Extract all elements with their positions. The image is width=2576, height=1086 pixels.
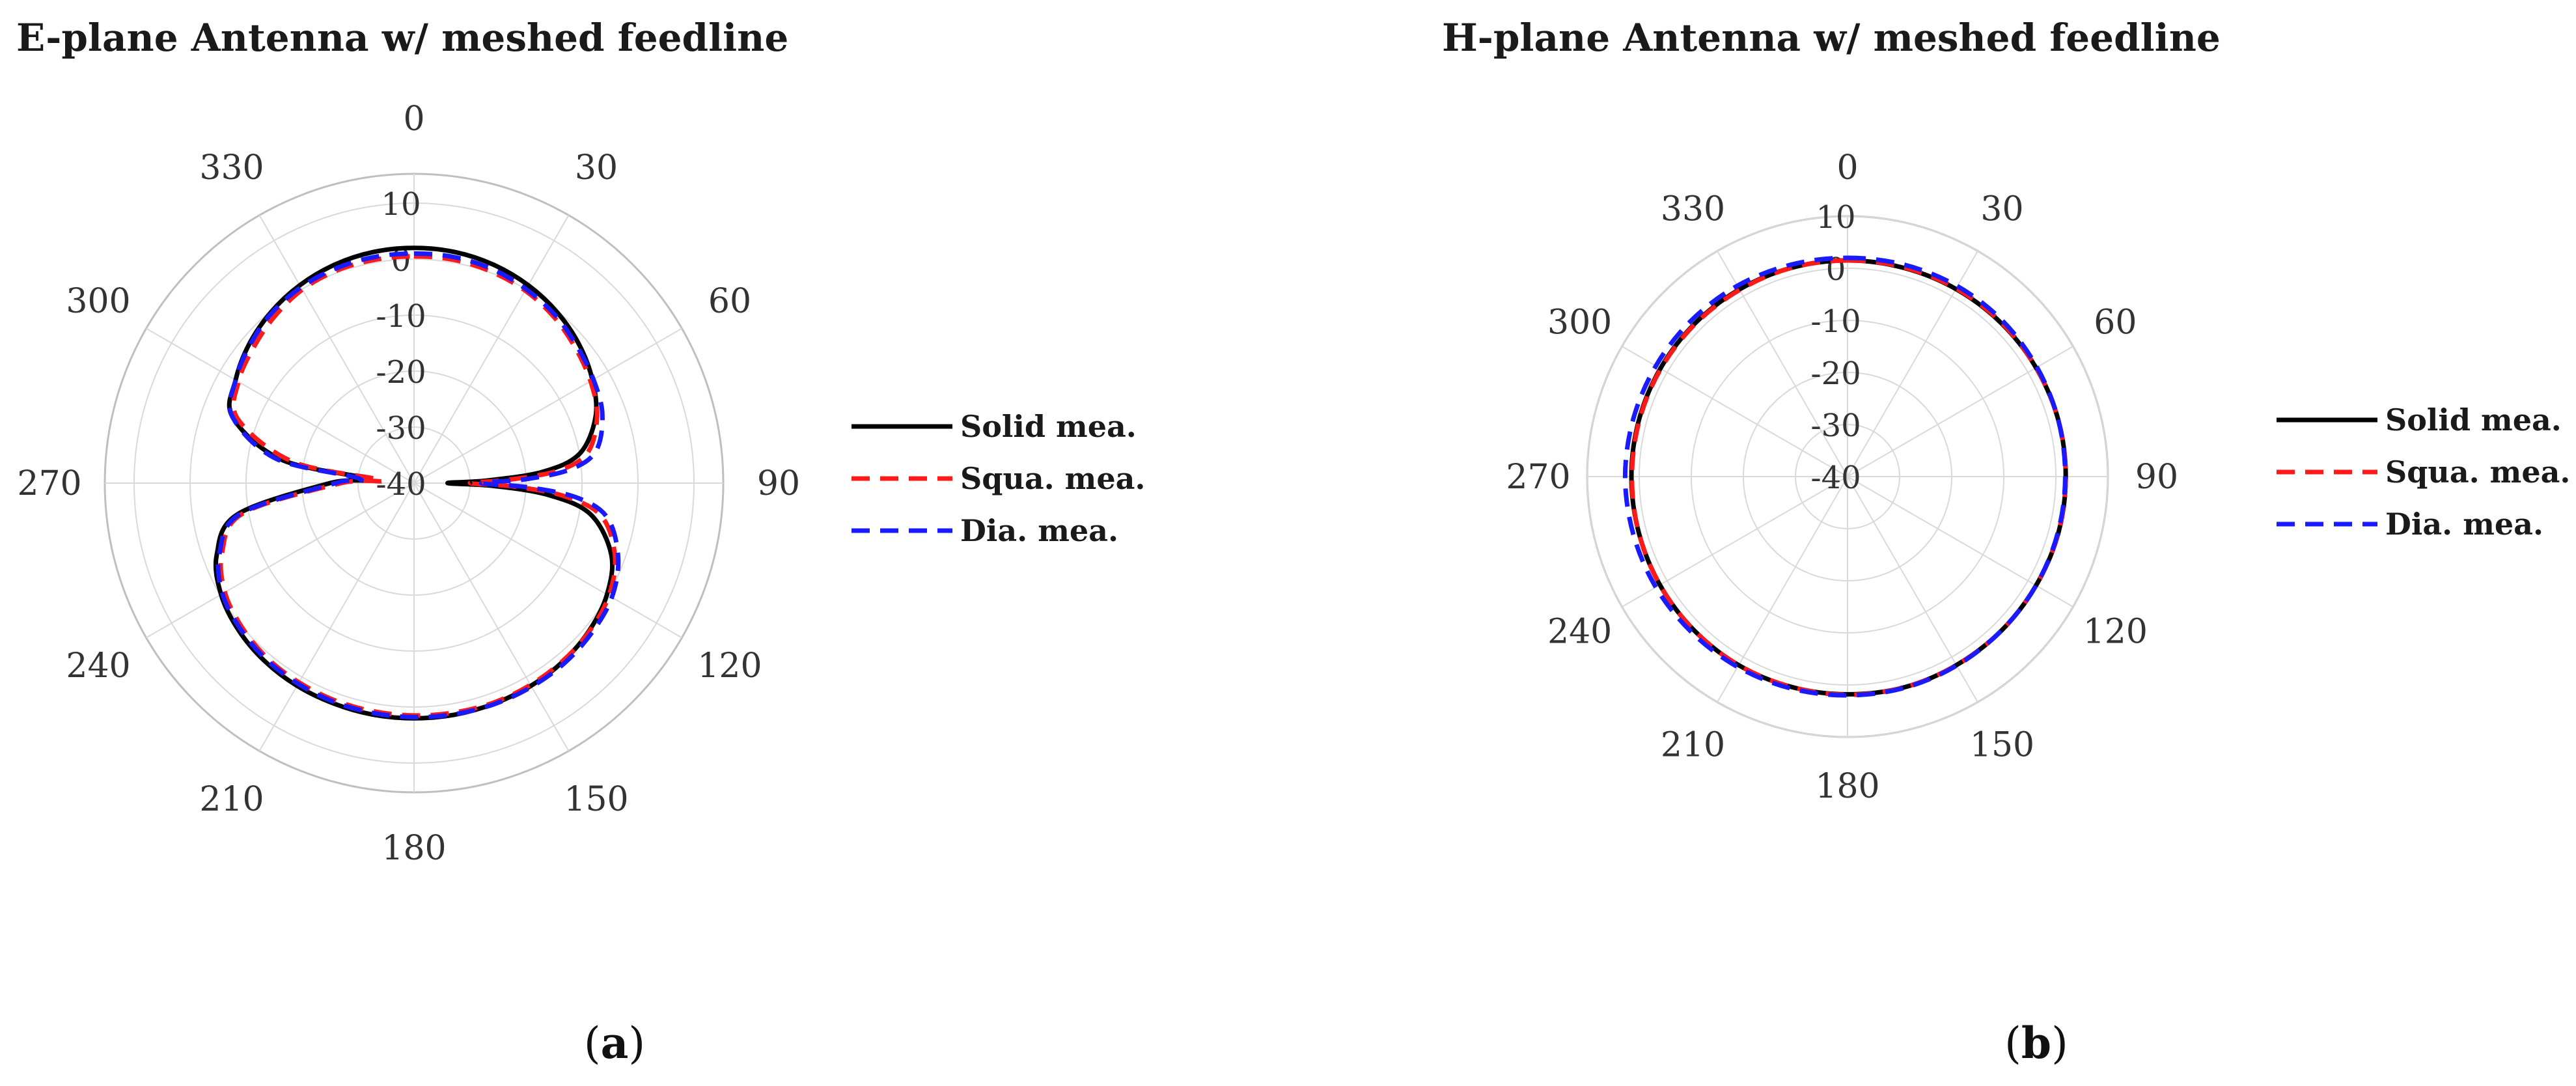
grid-spoke	[413, 215, 570, 484]
angle-tick-label: 150	[564, 780, 628, 819]
angle-tick-label: 0	[403, 100, 424, 139]
angle-tick-label: 300	[1547, 303, 1612, 342]
angle-tick-label: 120	[697, 647, 762, 686]
angle-tick-label: 300	[66, 282, 130, 321]
angle-tick-label: 30	[575, 148, 618, 188]
radial-tick-label: 10	[1816, 199, 1855, 236]
radial-tick-label: -30	[376, 410, 426, 447]
angle-tick-label: 180	[381, 829, 446, 868]
grid-spoke	[1717, 476, 1848, 703]
angle-tick-label: 90	[757, 464, 800, 503]
grid-spoke	[146, 482, 415, 639]
panel-caption-letter: a	[601, 1018, 629, 1068]
angle-tick-label: 0	[1836, 148, 1858, 188]
radial-tick-label: -40	[1810, 460, 1861, 496]
legend-label: Squa. mea.	[960, 461, 1145, 496]
series-line	[215, 251, 621, 720]
series-line	[1622, 255, 2068, 698]
legend-label: Solid mea.	[960, 409, 1137, 444]
panel-a: E-plane Antenna w/ meshed feedline 0 30 60…	[16, 16, 1145, 1068]
angle-tick-label: 60	[2094, 303, 2137, 342]
grid-spoke	[1847, 476, 1978, 703]
radial-tick-label: -10	[1810, 303, 1861, 340]
grid-spoke	[1847, 476, 2073, 607]
angle-tick-label: 120	[2083, 613, 2148, 652]
polar-plot: 0306090120150180210240270300330100-10-20…	[17, 100, 800, 868]
angle-tick-label: 210	[199, 780, 264, 819]
radial-tick-label: -20	[1810, 355, 1861, 392]
grid-spoke	[1622, 476, 1848, 607]
legend: Solid mea. Squa. mea. Dia. mea.	[852, 409, 1145, 548]
angle-tick-label: 240	[1547, 613, 1612, 652]
angle-tick-label: 180	[1815, 767, 1879, 806]
angle-tick-label: 330	[1661, 190, 1725, 229]
legend: Solid mea. Squa. mea. Dia. mea.	[2277, 402, 2570, 542]
angle-tick-label: 150	[1970, 725, 2034, 764]
panel-b: H-plane Antenna w/ meshed feedline 0 30 60…	[1442, 16, 2570, 1068]
grid-spoke	[413, 327, 682, 484]
radial-tick-label: -40	[376, 466, 426, 503]
chart-title: E-plane Antenna w/ meshed feedline	[16, 16, 788, 60]
angle-tick-label: 270	[17, 464, 81, 503]
radial-tick-label: -20	[376, 354, 426, 391]
grid-spoke	[146, 327, 415, 484]
legend-label: Squa. mea.	[2385, 454, 2570, 490]
angle-tick-label: 90	[2135, 458, 2178, 497]
grid-spoke	[258, 215, 415, 484]
grid-spoke	[413, 482, 682, 639]
panel-caption: (b)	[2004, 1018, 2068, 1068]
angle-tick-label: 60	[708, 282, 751, 321]
angle-tick-label: 240	[66, 647, 130, 686]
angle-tick-label: 330	[199, 148, 264, 188]
radial-tick-label: -10	[376, 298, 426, 335]
angle-tick-label: 210	[1661, 725, 1725, 764]
legend-label: Dia. mea.	[2385, 507, 2543, 542]
panel-caption: (a)	[584, 1018, 645, 1068]
radial-tick-label: 10	[381, 186, 421, 223]
grid-spoke	[413, 482, 570, 751]
grid-spoke	[1847, 346, 2073, 477]
angle-tick-label: 270	[1506, 458, 1570, 497]
legend-label: Dia. mea.	[960, 513, 1118, 548]
series-line	[218, 254, 618, 718]
panel-caption-letter: b	[2021, 1018, 2051, 1068]
chart-title: H-plane Antenna w/ meshed feedline	[1442, 16, 2221, 60]
angle-tick-label: 30	[1980, 190, 2023, 229]
grid-spoke	[258, 482, 415, 751]
legend-label: Solid mea.	[2385, 402, 2562, 438]
radial-tick-label: -30	[1810, 408, 1861, 444]
